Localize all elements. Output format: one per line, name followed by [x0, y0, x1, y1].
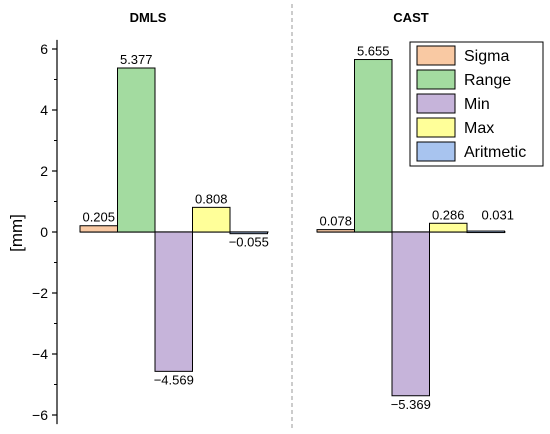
- legend-label-sigma: Sigma: [464, 48, 509, 65]
- bar-aritmetic: [466, 230, 505, 234]
- legend-swatch-range: [416, 69, 456, 90]
- bar-sigma: [79, 225, 118, 233]
- y-axis: −6 −4 −2 0 2 4 6: [32, 39, 58, 425]
- y-tick-label: −6: [32, 407, 48, 423]
- legend-swatch-aritmetic: [416, 141, 456, 162]
- data-label: 0.031: [481, 207, 514, 222]
- data-labels: 0.205 5.377 −4.569 0.808 −0.055 0.078 5.655 −5.…: [82, 44, 514, 412]
- bar-max: [429, 222, 468, 233]
- panel-title-cast: CAST: [393, 10, 428, 25]
- y-tick-label: 2: [40, 163, 48, 179]
- y-tick-label: −2: [32, 285, 48, 301]
- bar-sigma: [316, 229, 355, 233]
- data-label: −4.569: [154, 372, 194, 387]
- bar-min: [154, 231, 193, 372]
- data-label: −0.055: [229, 235, 269, 250]
- y-tick-label: −4: [32, 346, 48, 362]
- legend: Sigma Range Min Max Aritmetic: [409, 41, 544, 167]
- legend-swatch-max: [416, 117, 456, 138]
- bar-range: [354, 59, 393, 233]
- legend-label-aritmetic: Aritmetic: [464, 144, 526, 161]
- bar-range: [117, 67, 156, 233]
- bar-min: [391, 231, 430, 397]
- legend-swatch-min: [416, 93, 456, 114]
- data-label: 0.205: [82, 210, 115, 225]
- data-label: 5.377: [120, 52, 153, 67]
- data-label: 0.808: [195, 191, 228, 206]
- legend-label-min: Min: [464, 96, 490, 113]
- y-tick-label: 6: [40, 41, 48, 57]
- legend-swatch-sigma: [416, 45, 456, 66]
- data-label: 0.286: [432, 207, 465, 222]
- legend-label-max: Max: [464, 120, 494, 137]
- y-axis-title: [mm]: [7, 214, 26, 252]
- panel-title-dmls: DMLS: [130, 10, 167, 25]
- data-label: −5.369: [391, 397, 431, 412]
- data-label: 0.078: [319, 214, 352, 229]
- legend-label-range: Range: [464, 72, 511, 89]
- data-label: 5.655: [357, 44, 390, 59]
- y-tick-label: 4: [40, 102, 48, 118]
- bar-max: [192, 206, 231, 233]
- bars: [79, 59, 506, 397]
- bar-aritmetic: [229, 231, 268, 235]
- y-tick-label: 0: [40, 224, 48, 240]
